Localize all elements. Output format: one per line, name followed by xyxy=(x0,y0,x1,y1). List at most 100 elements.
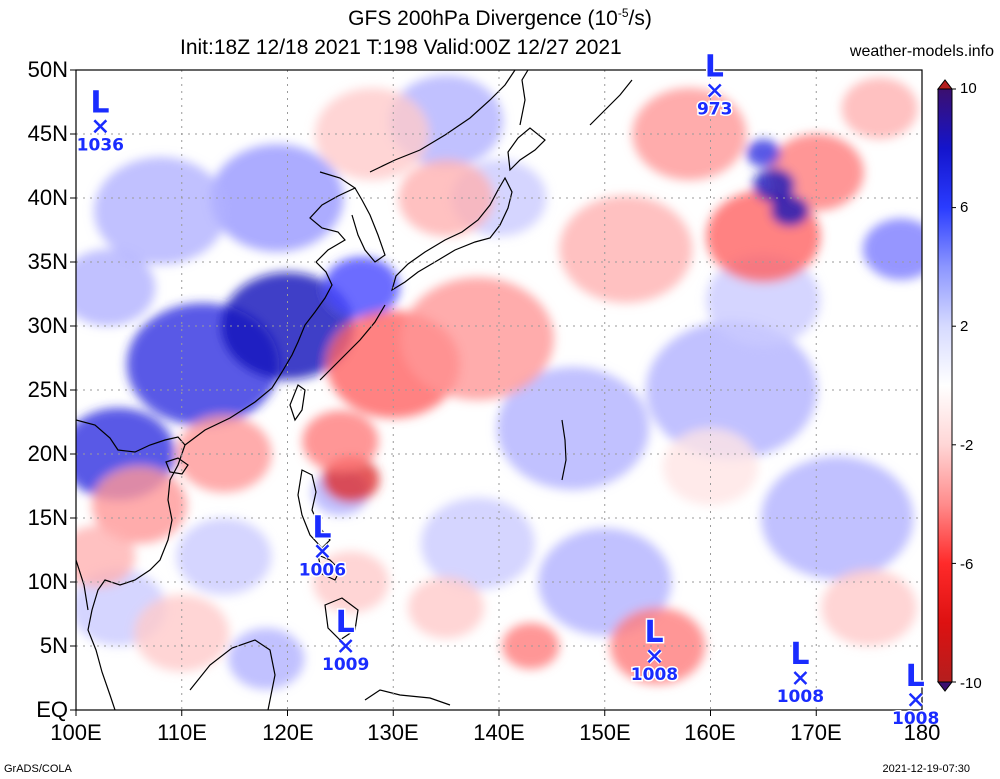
divergence-area xyxy=(408,576,485,639)
divergence-area xyxy=(314,87,430,181)
low-pressure-marker: L 973 xyxy=(695,48,734,121)
low-letter: L xyxy=(790,637,809,672)
divergence-area xyxy=(841,77,918,140)
divergence-area xyxy=(134,594,230,672)
divergence-area xyxy=(662,428,759,506)
brand-watermark: weather-models.info xyxy=(849,43,994,60)
convergence-area xyxy=(76,249,156,326)
convergence-area xyxy=(645,320,818,460)
low-pressure-marker: L 1009 xyxy=(320,604,370,677)
lat-label: 20N xyxy=(27,441,68,466)
lat-label: 15N xyxy=(27,505,68,530)
axis-ticks xyxy=(70,69,923,716)
divergence-area xyxy=(91,466,188,544)
divergence-area xyxy=(559,195,693,303)
coastlines xyxy=(76,70,633,710)
divergence-area xyxy=(401,277,554,401)
convergence-area xyxy=(770,195,809,227)
low-pressure-value: 1036 xyxy=(77,135,124,155)
low-pressure-marker: L 1006 xyxy=(297,509,347,582)
low-center-x xyxy=(93,119,108,134)
low-pressure-value: 1006 xyxy=(299,560,346,580)
low-pressure-marker: L 1008 xyxy=(890,657,940,730)
colorbar-label: 2 xyxy=(960,318,969,335)
coastline-visayas xyxy=(317,554,341,581)
low-center-x xyxy=(647,649,662,664)
divergence-area xyxy=(398,159,494,237)
lat-label: 30N xyxy=(27,313,68,338)
lon-label: 100E xyxy=(50,720,102,745)
low-pressure-marker: L 1036 xyxy=(75,84,125,157)
lon-label: 180 xyxy=(903,720,941,745)
convergence-area xyxy=(323,256,400,319)
coastline-hainan xyxy=(165,457,189,475)
footer-credit: GrADS/COLA xyxy=(4,763,72,775)
low-center-x xyxy=(908,692,923,707)
colorbar-label: 10 xyxy=(960,80,977,97)
convergence-area xyxy=(496,366,650,490)
chart-title: GFS 200hPa Divergence (10-5/s) xyxy=(348,6,652,30)
convergence-area xyxy=(93,157,228,265)
coastline-mindanao xyxy=(324,597,359,641)
coastline-sakhalin xyxy=(519,70,529,126)
colorbar-gradient xyxy=(937,88,953,683)
coastline-luzon xyxy=(297,469,331,549)
lat-label: 25N xyxy=(27,377,68,402)
colorbar-bottom-cap xyxy=(936,681,954,692)
divergence-area xyxy=(821,569,917,646)
low-pressure-value: 1008 xyxy=(631,665,678,685)
coastline-siberia xyxy=(369,70,516,173)
coastline-malay-peninsula xyxy=(76,559,89,611)
coastline-korea xyxy=(351,187,386,263)
lon-label: 110E xyxy=(157,720,207,745)
divergence-area xyxy=(76,525,136,588)
coastline-new-guinea xyxy=(364,689,451,706)
convergence-area xyxy=(761,456,914,580)
low-center-x xyxy=(707,83,722,98)
lat-label: EQ xyxy=(36,697,68,722)
colorbar-label: -2 xyxy=(960,437,974,454)
coastline-ryukyu xyxy=(319,304,386,381)
coastline-japan-honshu xyxy=(390,176,513,292)
lat-label: 45N xyxy=(27,121,68,146)
lon-label: 140E xyxy=(473,720,525,745)
lat-label: 35N xyxy=(27,249,68,274)
low-letter: L xyxy=(90,85,109,120)
low-letter: L xyxy=(705,49,724,84)
low-center-x xyxy=(793,671,808,685)
lat-lon-grid xyxy=(76,70,922,710)
low-center-x xyxy=(315,544,330,559)
divergence-field xyxy=(76,75,922,690)
low-pressure-value: 1008 xyxy=(777,687,824,707)
lon-label: 150E xyxy=(579,720,631,745)
low-pressure-value: 1009 xyxy=(322,655,369,675)
lon-label: 130E xyxy=(367,720,419,745)
coastline-indochina xyxy=(76,419,186,710)
low-letter: L xyxy=(312,510,331,545)
low-letter: L xyxy=(906,659,925,694)
coastline-taiwan xyxy=(289,384,306,422)
colorbar-top-cap xyxy=(936,79,954,90)
divergence-area xyxy=(302,410,379,472)
lon-label: 120E xyxy=(262,720,314,745)
convergence-area xyxy=(746,139,781,168)
low-pressure-marker: L 1008 xyxy=(775,636,825,709)
low-pressure-marker: L 1008 xyxy=(629,614,679,687)
coastline-china xyxy=(184,171,357,446)
coastline-japan-hokkaido xyxy=(507,127,546,172)
convergence-area xyxy=(176,518,272,595)
lat-label: 50N xyxy=(27,57,68,82)
footer-timestamp: 2021-12-19-07:30 xyxy=(882,763,970,775)
convergence-area xyxy=(210,144,344,252)
colorbar-label: -6 xyxy=(960,556,974,573)
lon-label: 160E xyxy=(684,720,736,745)
coastline-kamchatka xyxy=(589,79,633,126)
chart-subtitle: Init:18Z 12/18 2021 T:198 Valid:00Z 12/2… xyxy=(180,36,622,59)
convergence-area xyxy=(862,218,922,280)
low-center-x xyxy=(338,639,353,653)
divergence-area xyxy=(502,622,560,670)
low-pressure-value: 1008 xyxy=(892,709,939,729)
low-letter: L xyxy=(336,605,355,640)
low-pressure-value: 973 xyxy=(697,99,733,119)
